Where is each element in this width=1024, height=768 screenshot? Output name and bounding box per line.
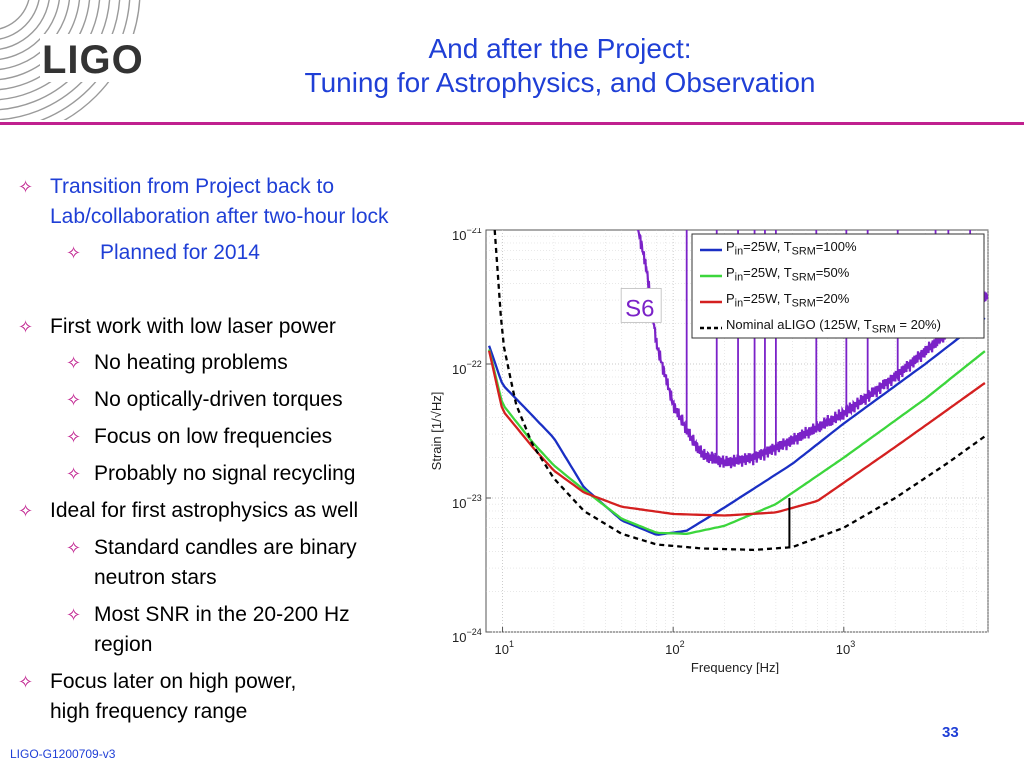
bullet-item: ✧ First work with low laser power [14, 312, 474, 342]
bullet-text: Transition from Project back to [50, 175, 334, 198]
bullet-marker-icon: ✧ [66, 353, 82, 373]
bullet-marker-icon: ✧ [18, 501, 34, 521]
x-tick-exponent: 1 [509, 639, 514, 649]
legend: Pin=25W, TSRM=100% Pin=25W, TSRM=50% Pin=2… [691, 233, 985, 339]
ligo-logo: LIGO [42, 38, 144, 82]
document-id: LIGO-G1200709-v3 [10, 747, 116, 761]
series-line-2 [487, 350, 986, 517]
y-tick-exponent: −21 [466, 228, 481, 235]
bullet-item: ✧ Transition from Project back to Lab/co… [14, 172, 474, 232]
x-axis-label: Frequency [Hz] [691, 660, 779, 674]
legend-entry: Pin=25W, TSRM=50% [726, 265, 850, 284]
legend-box [691, 233, 985, 339]
legend-label: Pin=25W, TSRM=50% [726, 265, 850, 284]
y-tick-label: 10−22 [452, 359, 482, 377]
bullet-text: Ideal for first astrophysics as well [50, 499, 359, 522]
sub-bullet-item: ✧ Most SNR in the 20-200 Hz region [14, 600, 474, 660]
bullet-text: Standard candles are binary [94, 536, 357, 559]
bullet-text: high frequency range [50, 700, 248, 723]
legend-entry: Nominal aLIGO (125W, TSRM = 20%) [726, 317, 941, 336]
bullet-item: ✧ Focus later on high power, high freque… [14, 667, 474, 727]
bullet-list: ✧ Transition from Project back to Lab/co… [14, 172, 474, 727]
y-tick-exponent: −24 [466, 627, 481, 637]
strain-sensitivity-chart: 101 102 103 10−21 10−22 10−23 10−24 Frequency [… [429, 228, 989, 674]
y-tick-exponent: −23 [466, 493, 481, 503]
legend-entry: Pin=25W, TSRM=100% [726, 239, 857, 258]
bullet-text: First work with low laser power [50, 315, 336, 338]
bullet-text: No optically-driven torques [94, 388, 343, 411]
bullet-text: Most SNR in the 20-200 Hz [94, 603, 350, 626]
bullet-text: Lab/collaboration after two-hour lock [50, 205, 389, 228]
sub-bullet-item: ✧ No heating problems [14, 348, 474, 378]
sub-bullet-item: ✧ Standard candles are binary neutron st… [14, 533, 474, 593]
sub-bullet-item: ✧ Probably no signal recycling [14, 459, 474, 489]
bullet-text: No heating problems [94, 351, 288, 374]
x-tick-label: 101 [495, 639, 514, 657]
bullet-marker-icon: ✧ [18, 672, 34, 692]
bullet-text: Focus later on high power, [50, 670, 297, 693]
bullet-marker-icon: ✧ [66, 538, 82, 558]
series-line-0 [488, 317, 986, 536]
y-tick-label: 10−23 [452, 493, 482, 511]
bullet-text: neutron stars [94, 566, 217, 589]
bullet-marker-icon: ✧ [66, 605, 82, 625]
legend-entry: Pin=25W, TSRM=20% [726, 291, 850, 310]
y-tick-label: 10−21 [452, 228, 482, 243]
bullet-text: Probably no signal recycling [94, 462, 356, 485]
bullet-marker-icon: ✧ [18, 177, 34, 197]
title-divider [0, 122, 1024, 125]
slide-title: And after the Project: Tuning for Astrop… [180, 32, 940, 100]
bullet-text: Planned for 2014 [100, 241, 260, 264]
x-tick-label: 103 [836, 639, 855, 657]
sub-bullet-item: ✧ No optically-driven torques [14, 385, 474, 415]
bullet-marker-icon: ✧ [18, 317, 34, 337]
legend-label: Pin=25W, TSRM=20% [726, 291, 850, 310]
series-line-3 [493, 230, 986, 552]
x-tick-exponent: 2 [680, 639, 685, 649]
bullet-text: region [94, 633, 153, 656]
bullet-marker-icon: ✧ [66, 427, 82, 447]
y-tick-exponent: −22 [466, 359, 481, 369]
y-axis-label: Strain [1/√Hz] [429, 392, 444, 471]
x-tick-label: 102 [665, 639, 684, 657]
sub-bullet-item: ✧ Focus on low frequencies [14, 422, 474, 452]
bullet-item: ✧ Ideal for first astrophysics as well [14, 496, 474, 526]
legend-label: Nominal aLIGO (125W, TSRM = 20%) [726, 317, 941, 336]
series-line-1 [487, 349, 986, 535]
bullet-text: Focus on low frequencies [94, 425, 333, 448]
annotation-box [620, 287, 662, 323]
annotation-label: S6 [625, 295, 654, 322]
page-number: 33 [942, 724, 959, 741]
legend-label: Pin=25W, TSRM=100% [726, 239, 857, 258]
bullet-marker-icon: ✧ [66, 390, 82, 410]
y-tick-label: 10−24 [452, 627, 482, 645]
bullet-marker-icon: ✧ [66, 464, 82, 484]
x-tick-exponent: 3 [850, 639, 855, 649]
bullet-marker-icon: ✧ [66, 243, 82, 263]
ligo-arcs-logo-graphic [0, 0, 158, 120]
sub-bullet-item: ✧ Planned for 2014 [14, 238, 474, 268]
slide-title-line2: Tuning for Astrophysics, and Observation [304, 67, 816, 98]
slide-title-line1: And after the Project: [428, 33, 692, 64]
series-line-4 [636, 230, 988, 469]
